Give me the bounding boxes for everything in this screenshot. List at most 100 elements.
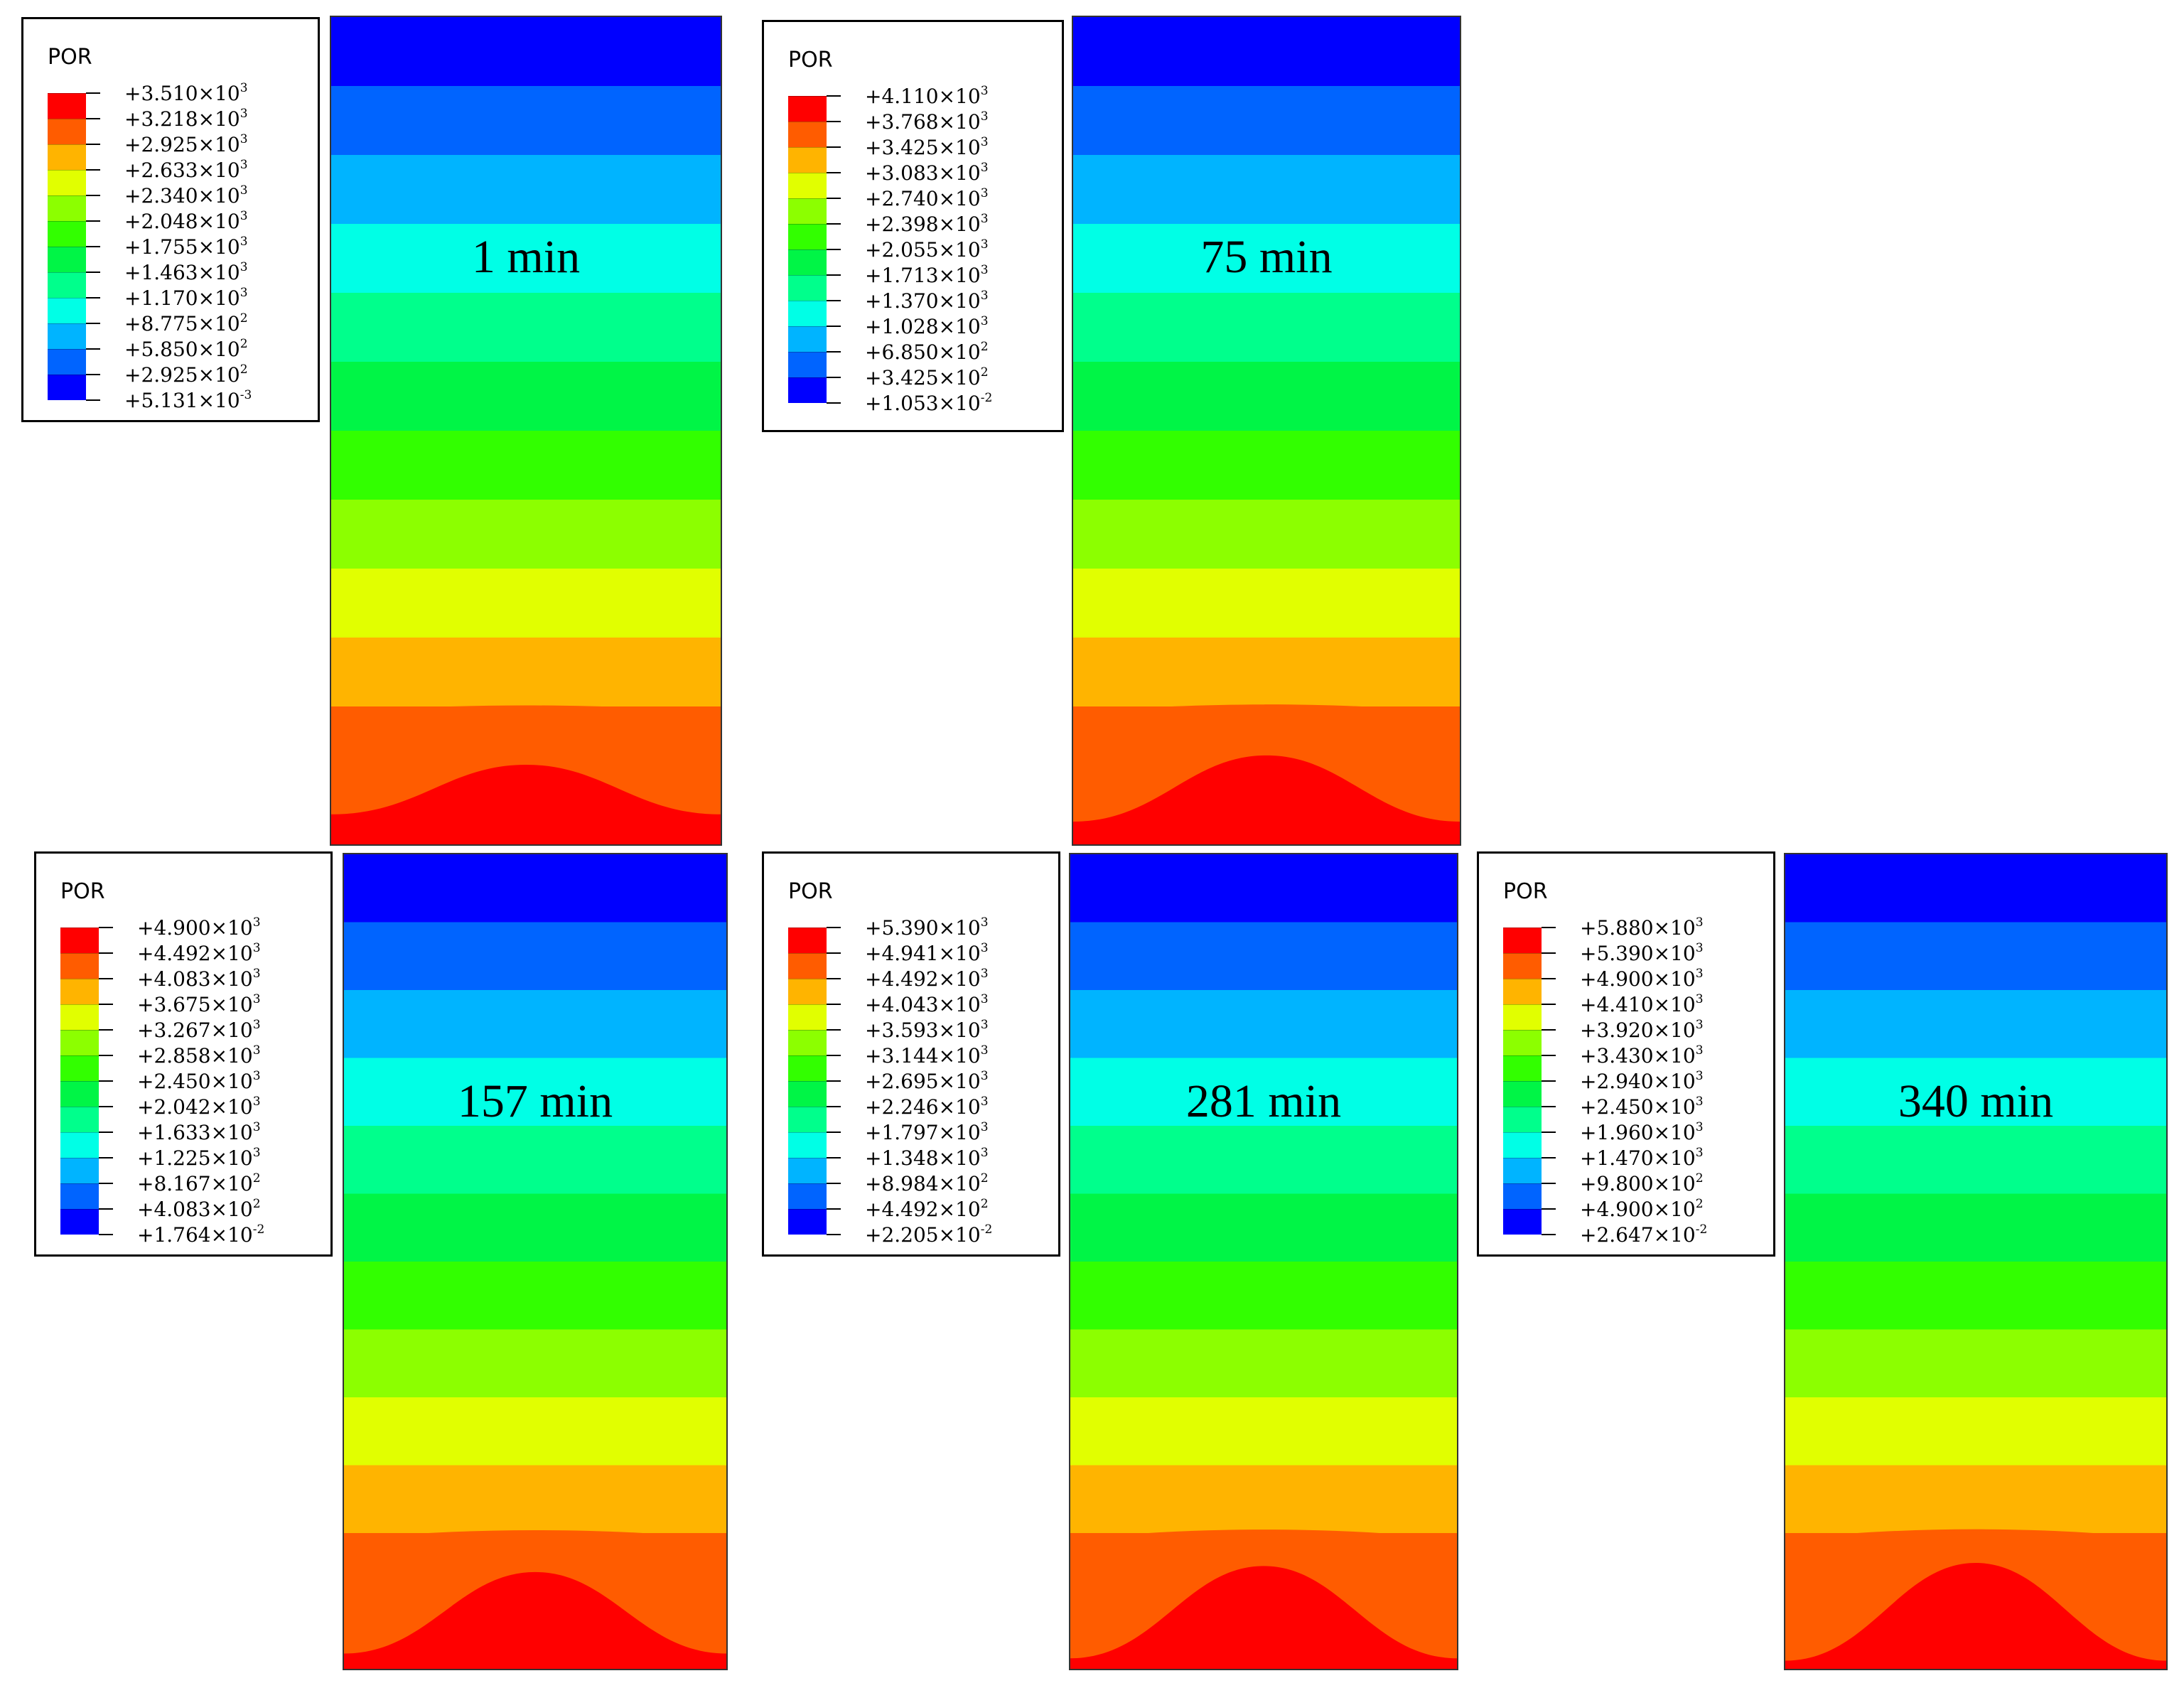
legend-value-exponent: 3 bbox=[240, 286, 248, 300]
legend-swatch bbox=[48, 93, 86, 119]
legend-tick bbox=[86, 323, 100, 324]
legend-value-times-ten: ×10 bbox=[1653, 942, 1696, 965]
legend-value-mantissa: +1.797 bbox=[865, 1121, 939, 1144]
legend-tick bbox=[827, 274, 841, 276]
legend-value-mantissa: +3.675 bbox=[137, 993, 211, 1016]
legend-value-times-ten: ×10 bbox=[1653, 1198, 1696, 1221]
contour-band bbox=[1073, 362, 1460, 431]
contour-band bbox=[1073, 638, 1460, 707]
legend-tick bbox=[827, 377, 841, 378]
contour-band bbox=[344, 1397, 726, 1466]
legend-value-mantissa: +2.940 bbox=[1580, 1070, 1654, 1093]
legend-tick bbox=[827, 198, 841, 199]
legend-swatch bbox=[60, 1030, 99, 1055]
legend-value-times-ten: ×10 bbox=[938, 916, 981, 940]
legend-value-exponent: 3 bbox=[980, 314, 989, 328]
legend-value-mantissa: +1.053 bbox=[865, 392, 939, 415]
legend-value-mantissa: +1.028 bbox=[865, 315, 939, 338]
legend-tick bbox=[99, 1055, 113, 1056]
legend-value-mantissa: +4.083 bbox=[137, 1198, 211, 1221]
legend-tick bbox=[86, 195, 100, 196]
legend-value-exponent: 3 bbox=[252, 1069, 261, 1083]
legend-tick bbox=[827, 172, 841, 173]
legend-value-times-ten: ×10 bbox=[198, 338, 240, 361]
legend-value-exponent: 3 bbox=[980, 992, 989, 1006]
contour-band bbox=[1073, 431, 1460, 500]
legend-value: +6.850×102 bbox=[865, 340, 989, 364]
legend-value-mantissa: +2.205 bbox=[865, 1223, 939, 1247]
legend-swatch bbox=[48, 170, 86, 195]
legend-value-times-ten: ×10 bbox=[938, 1044, 981, 1068]
legend-swatch bbox=[788, 953, 827, 979]
legend-value: +2.925×103 bbox=[124, 132, 248, 156]
legend-swatch bbox=[788, 198, 827, 224]
legend-value: +4.083×103 bbox=[137, 967, 261, 991]
legend-value-mantissa: +2.450 bbox=[1580, 1095, 1654, 1119]
legend-value: +4.900×103 bbox=[1580, 967, 1704, 991]
legend-swatch bbox=[60, 1004, 99, 1030]
legend-tick bbox=[1542, 1131, 1556, 1133]
legend-value-mantissa: +3.267 bbox=[137, 1018, 211, 1042]
legend-tick bbox=[1542, 1106, 1556, 1107]
legend-value: +2.647×10-2 bbox=[1580, 1222, 1707, 1247]
legend-value: +1.463×103 bbox=[124, 260, 248, 284]
contour-band bbox=[1785, 1193, 2166, 1262]
legend-value: +4.083×102 bbox=[137, 1197, 261, 1221]
legend-value-times-ten: ×10 bbox=[1653, 1070, 1696, 1093]
legend-value: +3.267×103 bbox=[137, 1018, 261, 1042]
contour-band bbox=[331, 500, 721, 569]
legend-tick bbox=[99, 927, 113, 928]
legend-value-mantissa: +6.850 bbox=[865, 340, 939, 364]
legend-swatch bbox=[60, 1209, 99, 1235]
legend-swatch bbox=[788, 326, 827, 352]
legend-tick bbox=[86, 272, 100, 273]
legend-value-exponent: 3 bbox=[980, 1120, 989, 1134]
legend-value-exponent: -2 bbox=[980, 1222, 993, 1237]
legend-value: +3.218×103 bbox=[124, 107, 248, 131]
legend-value-times-ten: ×10 bbox=[1653, 1146, 1696, 1170]
legend-value-times-ten: ×10 bbox=[938, 85, 981, 108]
legend-value: +5.880×103 bbox=[1580, 915, 1704, 940]
legend-value-times-ten: ×10 bbox=[210, 1070, 253, 1093]
legend-value: +2.048×103 bbox=[124, 209, 248, 233]
legend-value-mantissa: +1.764 bbox=[137, 1223, 211, 1247]
legend-value-times-ten: ×10 bbox=[198, 133, 240, 156]
legend-swatch bbox=[788, 1107, 827, 1132]
legend-value-mantissa: +2.925 bbox=[124, 363, 198, 387]
legend-tick bbox=[827, 1183, 841, 1184]
legend-value: +1.028×103 bbox=[865, 314, 989, 338]
legend-value-mantissa: +1.633 bbox=[137, 1121, 211, 1144]
legend-value: +4.492×103 bbox=[137, 941, 261, 965]
legend-value-mantissa: +3.425 bbox=[865, 136, 939, 159]
legend-tick bbox=[827, 952, 841, 954]
legend-tick bbox=[99, 1131, 113, 1133]
legend-tick bbox=[1542, 978, 1556, 979]
legend-tick bbox=[827, 1029, 841, 1031]
contour-band bbox=[331, 86, 721, 156]
contour-band bbox=[344, 922, 726, 991]
legend-value-times-ten: ×10 bbox=[198, 107, 240, 131]
legend-swatch bbox=[1503, 1030, 1542, 1055]
legend-swatch bbox=[788, 122, 827, 147]
legend-swatch bbox=[788, 979, 827, 1004]
contour-band bbox=[1785, 1465, 2166, 1534]
legend-tick bbox=[1542, 1208, 1556, 1210]
legend-value-times-ten: ×10 bbox=[938, 187, 981, 210]
legend-value-mantissa: +4.492 bbox=[137, 942, 211, 965]
legend-value-mantissa: +8.775 bbox=[124, 312, 198, 335]
legend-value-times-ten: ×10 bbox=[938, 392, 981, 415]
contour-band bbox=[344, 1465, 726, 1534]
legend-value-times-ten: ×10 bbox=[938, 993, 981, 1016]
legend-tick bbox=[86, 144, 100, 145]
contour-band bbox=[1070, 1262, 1457, 1330]
legend-value-exponent: 3 bbox=[252, 1043, 261, 1058]
legend-value-mantissa: +3.144 bbox=[865, 1044, 939, 1068]
legend-swatch bbox=[788, 928, 827, 953]
legend-swatch bbox=[788, 1132, 827, 1158]
contour-band bbox=[1785, 922, 2166, 991]
legend-value-mantissa: +4.110 bbox=[865, 85, 939, 108]
legend-value-mantissa: +5.850 bbox=[124, 338, 198, 361]
legend-value: +3.593×103 bbox=[865, 1018, 989, 1042]
legend-value-times-ten: ×10 bbox=[210, 1146, 253, 1170]
contour-bands-75min bbox=[1073, 17, 1460, 844]
